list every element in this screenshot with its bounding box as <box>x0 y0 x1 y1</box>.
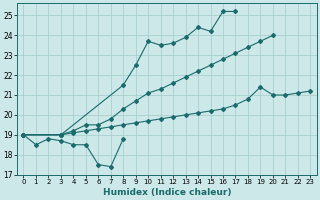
X-axis label: Humidex (Indice chaleur): Humidex (Indice chaleur) <box>103 188 231 197</box>
